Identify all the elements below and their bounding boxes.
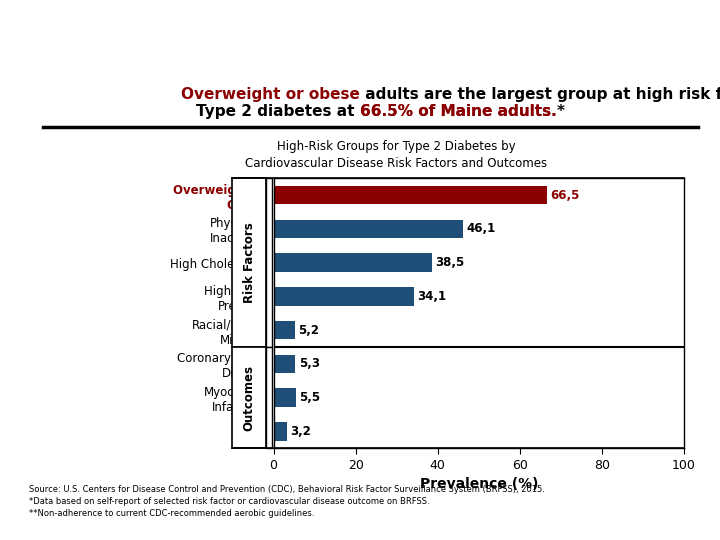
Bar (274, 388, 296, 407)
Text: 66,5: 66,5 (550, 188, 579, 201)
Bar (274, 220, 463, 238)
Text: 3,2: 3,2 (290, 425, 311, 438)
Text: 5,5: 5,5 (300, 391, 320, 404)
Text: 34,1: 34,1 (417, 290, 446, 303)
Text: *Data based on self-report of selected risk factor or cardiovascular disease out: *Data based on self-report of selected r… (29, 497, 429, 506)
X-axis label: Prevalence (%): Prevalence (%) (420, 477, 538, 491)
Text: Outcomes: Outcomes (243, 364, 256, 430)
Bar (274, 287, 413, 306)
Text: Source: U.S. Centers for Disease Control and Prevention (CDC), Behavioral Risk F: Source: U.S. Centers for Disease Control… (29, 485, 544, 494)
Text: Overweight or obese: Overweight or obese (181, 87, 360, 102)
Text: 5,2: 5,2 (298, 323, 319, 336)
Bar (274, 355, 295, 373)
Text: High-Risk Groups for Type 2 Diabetes by
Cardiovascular Disease Risk Factors and : High-Risk Groups for Type 2 Diabetes by … (245, 140, 547, 170)
Text: 66.5% of Maine adults.: 66.5% of Maine adults. (360, 104, 557, 119)
Bar (274, 186, 546, 204)
Text: *: * (557, 104, 564, 119)
Text: 66.5% of Maine adults.: 66.5% of Maine adults. (360, 104, 557, 119)
Bar (274, 253, 431, 272)
Text: adults are the largest group at high risk for: adults are the largest group at high ris… (360, 87, 720, 102)
Text: 46,1: 46,1 (466, 222, 495, 235)
Bar (274, 321, 295, 339)
Text: Risk Factors: Risk Factors (243, 222, 256, 303)
Bar (274, 422, 287, 441)
Text: Type 2 diabetes at: Type 2 diabetes at (197, 104, 360, 119)
Text: 38,5: 38,5 (435, 256, 464, 269)
Text: 5,3: 5,3 (299, 357, 320, 370)
Text: **Non-adherence to current CDC-recommended aerobic guidelines.: **Non-adherence to current CDC-recommend… (29, 509, 314, 518)
